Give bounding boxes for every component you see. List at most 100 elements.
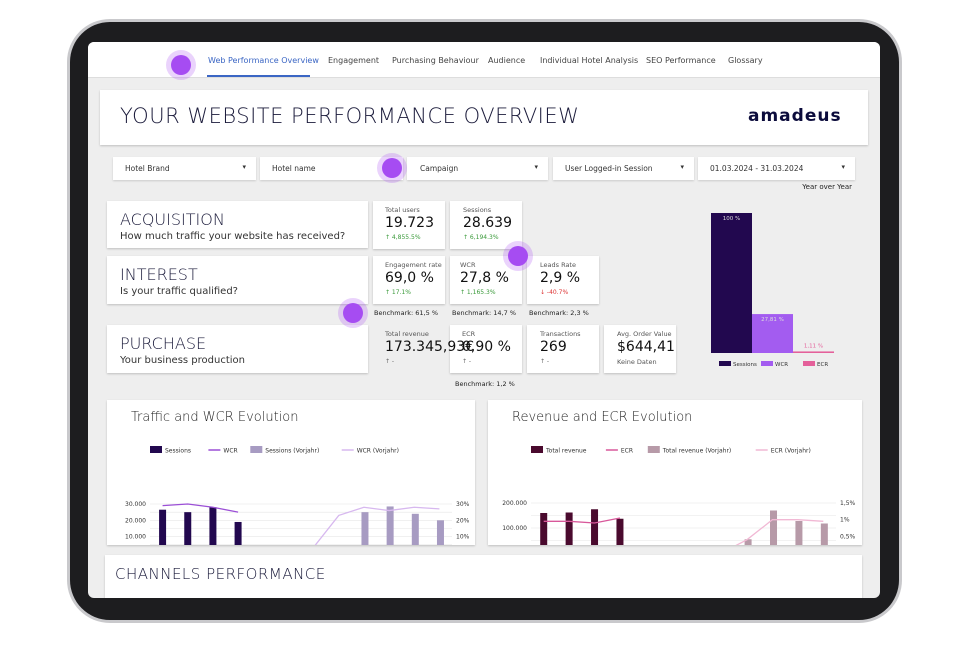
y2-tick-label: 10%	[456, 534, 470, 541]
tab-glossary[interactable]: Glossary	[728, 56, 763, 65]
tab-audience[interactable]: Audience	[488, 56, 526, 65]
section-subtitle: Is your traffic qualified?	[120, 286, 238, 297]
traffic-wcr-chart: Sessions WCR Sessions (Vorjahr) WCR (Vorjah…	[125, 446, 470, 545]
revenue-ecr-chart-card: Revenue and ECR Evolution Total revenue E…	[488, 400, 862, 545]
data-label: 1,11 %	[804, 343, 823, 349]
date-range-picker[interactable]: 01.03.2024 - 31.03.2024 ▾	[698, 157, 855, 180]
avg-order-value-scorecard: Avg. Order Value $644,41 Keine Daten	[604, 325, 676, 373]
filter-label: Campaign	[420, 164, 459, 173]
bar-sessions	[209, 507, 217, 545]
wcr-benchmark: Benchmark: 14,7 %	[452, 309, 516, 317]
metric-value: $644,41	[617, 339, 675, 355]
tab-engagement[interactable]: Engagement	[328, 56, 380, 65]
leads-rate-scorecard: Leads Rate 2,9 % ↓ -40.7%	[527, 256, 599, 304]
ecr-scorecard: ECR 0,90 % ↑ -	[450, 325, 522, 373]
bar-sessions-vorjahr-	[361, 512, 369, 545]
tab-seo-performance[interactable]: SEO Performance	[646, 56, 716, 65]
filter-label: User Logged-in Session	[565, 164, 653, 173]
transactions-scorecard: Transactions 269 ↑ -	[527, 325, 599, 373]
engagement-rate-scorecard: Engagement rate 69,0 % ↑ 17.1%	[373, 256, 445, 304]
metric-value: 27,8 %	[460, 270, 509, 286]
total-users-scorecard: Total users 19.723 ↑ 4,855.5%	[373, 201, 445, 249]
metric-label: Avg. Order Value	[617, 330, 672, 338]
metric-delta: ↑ -	[540, 358, 550, 365]
y2-tick-label: 30%	[456, 501, 470, 508]
dropdown-arrow-icon: ▾	[534, 163, 538, 171]
engagement-benchmark: Benchmark: 61,5 %	[374, 309, 438, 317]
legend-label: ECR	[817, 362, 828, 368]
tablet-button	[67, 70, 71, 94]
tablet-button	[176, 19, 208, 23]
data-label: 100 %	[723, 216, 740, 222]
metric-label: Leads Rate	[540, 261, 576, 269]
purchase-card: PURCHASE Your business production	[107, 325, 368, 373]
date-range-label: 01.03.2024 - 31.03.2024	[710, 164, 804, 173]
metric-delta: ↑ 6,194.3%	[463, 234, 499, 241]
metric-value: 269	[540, 339, 567, 355]
top-nav: Web Performance Overview Engagement Purc…	[88, 42, 880, 78]
y-tick-label: 200.000	[502, 500, 527, 507]
bar-total-revenue	[591, 509, 599, 545]
y2-tick-label: 20%	[456, 517, 470, 524]
metric-delta: ↓ -40.7%	[540, 289, 569, 296]
metric-label: WCR	[460, 261, 476, 269]
touch-indicator	[377, 153, 407, 183]
bar-sessions-vorjahr-	[411, 513, 419, 545]
legend-label: Sessions (Vorjahr)	[265, 448, 319, 455]
campaign-filter[interactable]: Campaign ▾	[407, 157, 548, 180]
metric-delta: ↑ 4,855.5%	[385, 234, 421, 241]
tab-purchasing-behaviour[interactable]: Purchasing Behaviour	[392, 56, 479, 65]
metric-delta: ↑ 1,165.3%	[460, 289, 496, 296]
section-subtitle: Your business production	[120, 355, 245, 366]
bar-sessions-vorjahr-	[386, 506, 394, 545]
tablet-button	[136, 19, 168, 23]
metric-label: Total revenue	[385, 330, 429, 338]
metric-delta: ↑ 17.1%	[385, 289, 411, 296]
amadeus-logo: amadeus	[748, 106, 842, 126]
dashboard-screen: Web Performance Overview Engagement Purc…	[88, 42, 880, 598]
metric-label: Total users	[385, 206, 420, 214]
metric-label: Sessions	[463, 206, 492, 214]
y2-tick-label: 0,5%	[840, 533, 856, 540]
y-tick-label: 100.000	[502, 525, 527, 532]
bar-sessions	[234, 521, 242, 545]
legend-swatch	[761, 361, 773, 366]
leads-rate-benchmark: Benchmark: 2,3 %	[529, 309, 589, 317]
touch-indicator	[166, 50, 196, 80]
logged-in-session-filter[interactable]: User Logged-in Session ▾	[553, 157, 694, 180]
active-tab-indicator	[207, 75, 310, 77]
funnel-bar-wcr	[752, 314, 793, 353]
legend-swatch	[150, 446, 162, 453]
bar-total-revenue-vorjahr-	[770, 510, 778, 545]
y-tick-label: 10.000	[125, 534, 146, 541]
funnel-bar-ecr	[793, 351, 834, 353]
section-title: ACQUISITION	[120, 210, 225, 229]
legend-label: Total revenue (Vorjahr)	[662, 448, 731, 455]
metric-value: 173.345,93€	[385, 339, 475, 355]
tab-individual-hotel-analysis[interactable]: Individual Hotel Analysis	[540, 56, 639, 65]
y-tick-label: 20.000	[125, 517, 146, 524]
legend-label: ECR (Vorjahr)	[771, 448, 811, 455]
legend-swatch	[719, 361, 731, 366]
section-subtitle: How much traffic your website has receiv…	[120, 231, 346, 242]
ecr-benchmark: Benchmark: 1,2 %	[455, 380, 515, 388]
tab-web-performance-overview[interactable]: Web Performance Overview	[208, 56, 319, 65]
legend-swatch	[531, 446, 543, 453]
touch-indicator	[503, 241, 533, 271]
metric-value: 2,9 %	[540, 270, 581, 286]
filter-label: Hotel name	[272, 164, 316, 173]
bar-sessions-vorjahr-	[436, 520, 444, 545]
section-title: PURCHASE	[120, 334, 207, 353]
dropdown-arrow-icon: ▾	[841, 163, 845, 171]
traffic-wcr-chart-card: Traffic and WCR Evolution Sessions WCR Ses…	[107, 400, 475, 545]
chart-title: Traffic and WCR Evolution	[131, 410, 299, 425]
line-wcr-vorjahr-	[314, 506, 440, 545]
comparison-label: Year over Year	[802, 183, 852, 191]
sessions-scorecard: Sessions 28.639 ↑ 6,194.3%	[450, 201, 522, 249]
funnel-bar-sessions	[711, 213, 752, 353]
metric-label: Engagement rate	[385, 261, 442, 269]
page-title: YOUR WEBSITE PERFORMANCE OVERVIEW	[120, 104, 580, 128]
metric-note: Keine Daten	[617, 358, 657, 366]
section-title: CHANNELS PERFORMANCE	[115, 565, 326, 583]
hotel-brand-filter[interactable]: Hotel Brand ▾	[113, 157, 256, 180]
